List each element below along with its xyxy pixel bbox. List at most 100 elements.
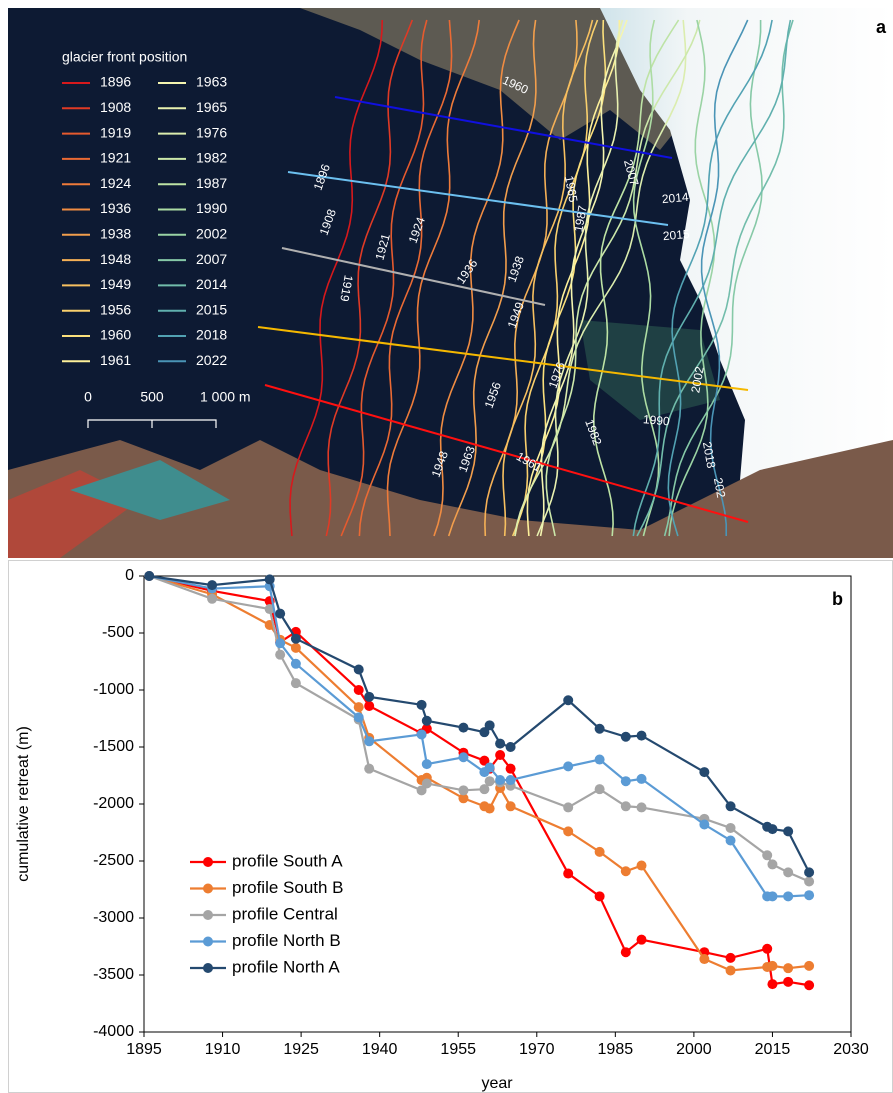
data-point — [620, 801, 631, 812]
data-point — [353, 712, 364, 723]
map: 1896 1908 1919 1921 1924 1936 1938 1949 … — [8, 8, 893, 558]
data-point — [207, 593, 218, 604]
legend-marker — [203, 963, 213, 973]
front-line — [289, 19, 383, 537]
land-south — [8, 440, 893, 558]
data-point — [264, 574, 275, 585]
data-point — [275, 649, 286, 660]
data-point — [594, 846, 605, 857]
series-line — [149, 574, 810, 898]
data-point — [364, 691, 375, 702]
data-point — [353, 664, 364, 675]
data-point — [636, 730, 647, 741]
front-line — [636, 19, 794, 537]
scale-line — [87, 419, 217, 428]
data-point — [364, 700, 375, 711]
data-point — [479, 784, 490, 795]
data-point — [421, 778, 432, 789]
data-point — [364, 736, 375, 747]
profile-line — [287, 171, 669, 226]
y-tick-label: -1500 — [93, 738, 134, 755]
line-label: 2014 — [661, 190, 689, 206]
front-line — [632, 19, 792, 537]
data-point — [275, 608, 286, 619]
x-tick-label: 2000 — [676, 1041, 712, 1058]
data-point — [783, 976, 794, 987]
y-tick-label: -2000 — [93, 795, 134, 812]
profile-line — [264, 384, 749, 523]
front-line — [511, 19, 599, 537]
legend-marker — [203, 910, 213, 920]
legend-title: glacier front position — [62, 49, 187, 65]
front-line — [539, 19, 628, 537]
data-point — [783, 963, 794, 974]
data-point — [725, 835, 736, 846]
front-line — [668, 19, 716, 537]
data-point — [479, 755, 490, 766]
data-point — [767, 960, 778, 971]
data-point — [495, 775, 506, 786]
x-axis-label: year — [481, 1075, 513, 1092]
legend-marker — [203, 936, 213, 947]
data-point — [505, 763, 516, 774]
legend-label: profile South B — [232, 878, 344, 897]
front-line — [433, 19, 520, 537]
legend-label: 1960 — [100, 327, 131, 343]
front-line — [484, 19, 578, 537]
data-point — [458, 722, 469, 733]
data-point — [484, 776, 495, 787]
legend-label: 1956 — [100, 301, 131, 317]
front-line — [536, 19, 624, 537]
data-point — [762, 850, 773, 861]
front-line — [545, 19, 701, 537]
series-line — [148, 574, 810, 883]
map-legend: 1896 1908 1919 1921 1924 1936 1938 1948 1949 1956… — [62, 74, 227, 368]
data-point — [563, 695, 574, 706]
line-label: 2002 — [688, 365, 706, 394]
legend-label: 1949 — [100, 276, 131, 292]
plot: -4000 -3500 -3000 -2500 -2000 -1500 -1000 -500 0… — [93, 567, 869, 1058]
data-point — [416, 729, 427, 740]
profile-line — [334, 96, 673, 159]
data-point — [421, 759, 432, 770]
line-label: 2007 — [621, 158, 642, 188]
data-point — [804, 980, 815, 991]
data-point — [264, 604, 275, 615]
data-point — [594, 891, 605, 902]
legend-label: 1976 — [196, 124, 227, 140]
line-label: 2015 — [662, 227, 690, 243]
legend-label: 2007 — [196, 251, 227, 267]
data-point — [767, 891, 778, 902]
data-point — [767, 859, 778, 870]
data-point — [495, 749, 506, 760]
data-point — [495, 738, 506, 749]
data-point — [290, 678, 301, 689]
y-tick-label: -500 — [102, 624, 134, 641]
data-point — [725, 822, 736, 833]
scale-label: 500 — [140, 389, 164, 405]
data-point — [699, 954, 710, 965]
front-line — [502, 19, 594, 537]
legend-label: profile Central — [232, 904, 338, 923]
data-point — [594, 754, 605, 765]
data-point — [505, 801, 516, 812]
data-point — [620, 731, 631, 742]
scale-label: 1 000 m — [200, 389, 251, 405]
legend-label: 1936 — [100, 200, 131, 216]
data-point — [783, 826, 794, 837]
line-label: 1987 — [571, 204, 589, 233]
data-point — [804, 890, 815, 901]
panel-label: b — [832, 589, 843, 609]
front-line — [667, 19, 773, 537]
front-line — [700, 19, 749, 536]
line-label: 1921 — [372, 232, 393, 262]
legend-label: 1961 — [100, 352, 131, 368]
data-point — [505, 775, 516, 786]
line-label: 202 — [711, 477, 728, 499]
legend-label: 1921 — [100, 150, 131, 166]
legend-label: 1990 — [196, 200, 227, 216]
data-point — [458, 793, 469, 804]
line-label: 1990 — [642, 412, 670, 428]
x-tick-label: 1985 — [598, 1041, 634, 1058]
data-point — [563, 826, 574, 837]
